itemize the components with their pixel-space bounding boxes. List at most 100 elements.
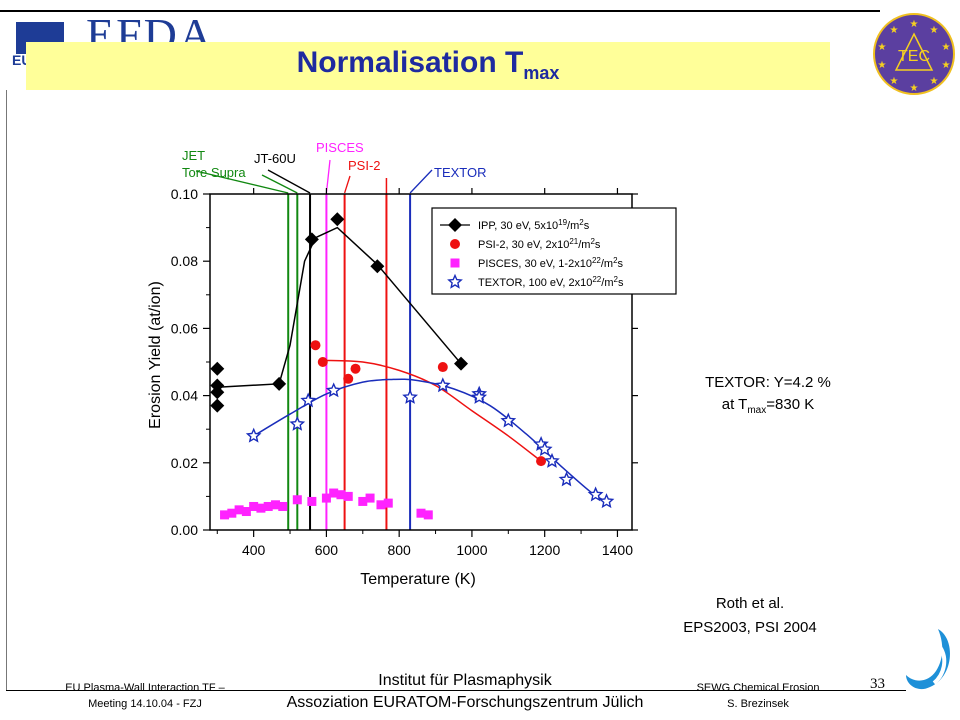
data-point-ipp [304, 232, 319, 247]
data-point-pisces [343, 491, 353, 501]
data-point-pisces [307, 496, 317, 506]
svg-text:★: ★ [878, 42, 887, 53]
device-leader-jet [195, 170, 289, 194]
data-point-ipp [370, 259, 385, 274]
page-title: Normalisation Tmax [26, 46, 830, 84]
data-point-textor [500, 412, 517, 428]
svg-text:★: ★ [942, 60, 951, 71]
reference-line1: Roth et al. [715, 595, 785, 612]
svg-text:★: ★ [910, 83, 919, 94]
data-point-psi2 [317, 357, 328, 367]
y-tick-label: 0.10 [171, 186, 198, 202]
data-point-pisces [220, 510, 230, 520]
footer-center: Institut für Plasmaphysik Assoziation EU… [270, 670, 660, 714]
data-point-pisces [227, 508, 237, 518]
data-point-textor [471, 389, 488, 404]
data-point-textor [325, 382, 342, 398]
page-title-main: Normalisation T [296, 46, 524, 79]
legend-marker-pisces [450, 258, 460, 268]
x-tick-label: 1000 [456, 542, 487, 558]
data-point-ipp [210, 361, 225, 376]
textor-annotation: TEXTOR: Y=4.2 % at Tmax=830 K [680, 372, 856, 422]
reference-line2: EPS2003, PSI 2004 [683, 619, 817, 636]
data-point-textor [536, 441, 553, 457]
device-label-psi2: PSI-2 [348, 158, 381, 173]
footer-right-line2: S. Brezinsek [727, 698, 789, 710]
data-point-textor [245, 427, 262, 443]
legend-label-ipp: IPP, 30 eV, 5x1019/m2s [478, 218, 590, 232]
data-point-ipp [210, 398, 225, 413]
data-point-pisces [376, 500, 386, 510]
y-tick-label: 0.06 [171, 320, 198, 336]
data-point-textor [289, 415, 306, 431]
footer-left-line1: EU Plasma-Wall Interaction TF – [65, 682, 225, 694]
data-point-pisces [241, 507, 251, 517]
footer-center-line2: Assoziation EURATOM-Forschungszentrum Jü… [286, 694, 644, 711]
footer-right-line1: SEWG Chemical Erosion [696, 682, 820, 694]
data-point-pisces [263, 501, 273, 511]
legend-box [431, 207, 677, 295]
svg-text:★: ★ [930, 25, 939, 36]
device-leader-tore_supra [261, 174, 298, 194]
svg-text:★: ★ [890, 25, 899, 36]
device-leader-textor [409, 169, 433, 194]
bottom-rule [6, 690, 906, 691]
data-point-ipp [272, 376, 287, 391]
svg-text:★: ★ [930, 76, 939, 87]
x-tick-label: 1200 [529, 542, 560, 558]
top-rule [0, 10, 880, 12]
tec-logo-text: TEC [898, 48, 930, 65]
textor-annotation-line1: TEXTOR: Y=4.2 % [705, 374, 831, 391]
page-title-subscript: max [523, 63, 560, 83]
y-tick-label: 0.00 [171, 522, 198, 538]
data-point-pisces [249, 501, 259, 511]
data-point-ipp [454, 356, 469, 371]
y-tick-label: 0.08 [171, 253, 198, 269]
data-point-textor [402, 389, 419, 404]
y-tick-label: 0.04 [171, 388, 198, 404]
data-points-layer [210, 212, 615, 520]
left-rule [6, 90, 7, 690]
data-point-pisces [329, 488, 339, 498]
data-point-ipp [210, 385, 225, 400]
fit-curves-layer [217, 226, 607, 503]
legend-label-textor: TEXTOR, 100 eV, 2x1022/m2s [478, 275, 624, 289]
svg-text:★: ★ [878, 60, 887, 71]
fit-curve-ipp [217, 226, 462, 388]
data-point-textor [587, 486, 604, 502]
data-point-textor [300, 392, 317, 408]
data-point-textor [598, 493, 615, 509]
textor-annotation-line2: at Tmax=830 K [721, 396, 815, 416]
svg-text:★: ★ [910, 19, 919, 30]
fit-curve-textor [253, 378, 607, 503]
data-point-pisces [292, 495, 302, 505]
legend-marker-psi2 [450, 239, 460, 249]
data-point-pisces [416, 508, 426, 518]
data-point-textor [434, 377, 451, 393]
legend-marker-ipp [448, 218, 462, 232]
fzj-logo [906, 629, 950, 690]
data-point-pisces [321, 493, 331, 503]
data-point-psi2 [536, 456, 547, 467]
x-tick-label: 1400 [602, 542, 633, 558]
data-point-psi2 [343, 373, 354, 384]
tec-logo: ★ ★ ★ ★ ★ ★ ★ ★ ★ ★ TEC [873, 13, 955, 95]
x-tick-label: 800 [387, 542, 411, 558]
legend-label-psi2: PSI-2, 30 eV, 2x1021/m2s [478, 237, 601, 251]
data-point-psi2 [437, 362, 448, 373]
device-label-pisces: PISCES [316, 140, 364, 155]
footer-center-line1: Institut für Plasmaphysik [378, 672, 552, 689]
data-point-psi2 [350, 363, 361, 374]
data-point-pisces [383, 498, 393, 508]
device-leader-jt60u [267, 169, 311, 194]
title-banner [26, 42, 830, 90]
legend-marker-textor [447, 273, 463, 289]
footer-right: SEWG Chemical Erosion S. Brezinsek [660, 680, 856, 712]
data-point-pisces [234, 505, 244, 515]
data-point-ipp [330, 212, 345, 227]
fit-curve-psi2 [322, 359, 542, 462]
device-label-jet: JET [182, 148, 205, 163]
data-point-pisces [278, 501, 288, 511]
legend: IPP, 30 eV, 5x1019/m2s PSI-2, 30 eV, 2x10… [431, 207, 677, 295]
axes-layer: 400 600 800 1000 1200 1400 0.00 0.02 0.04 0.06 0.0… [171, 186, 638, 558]
